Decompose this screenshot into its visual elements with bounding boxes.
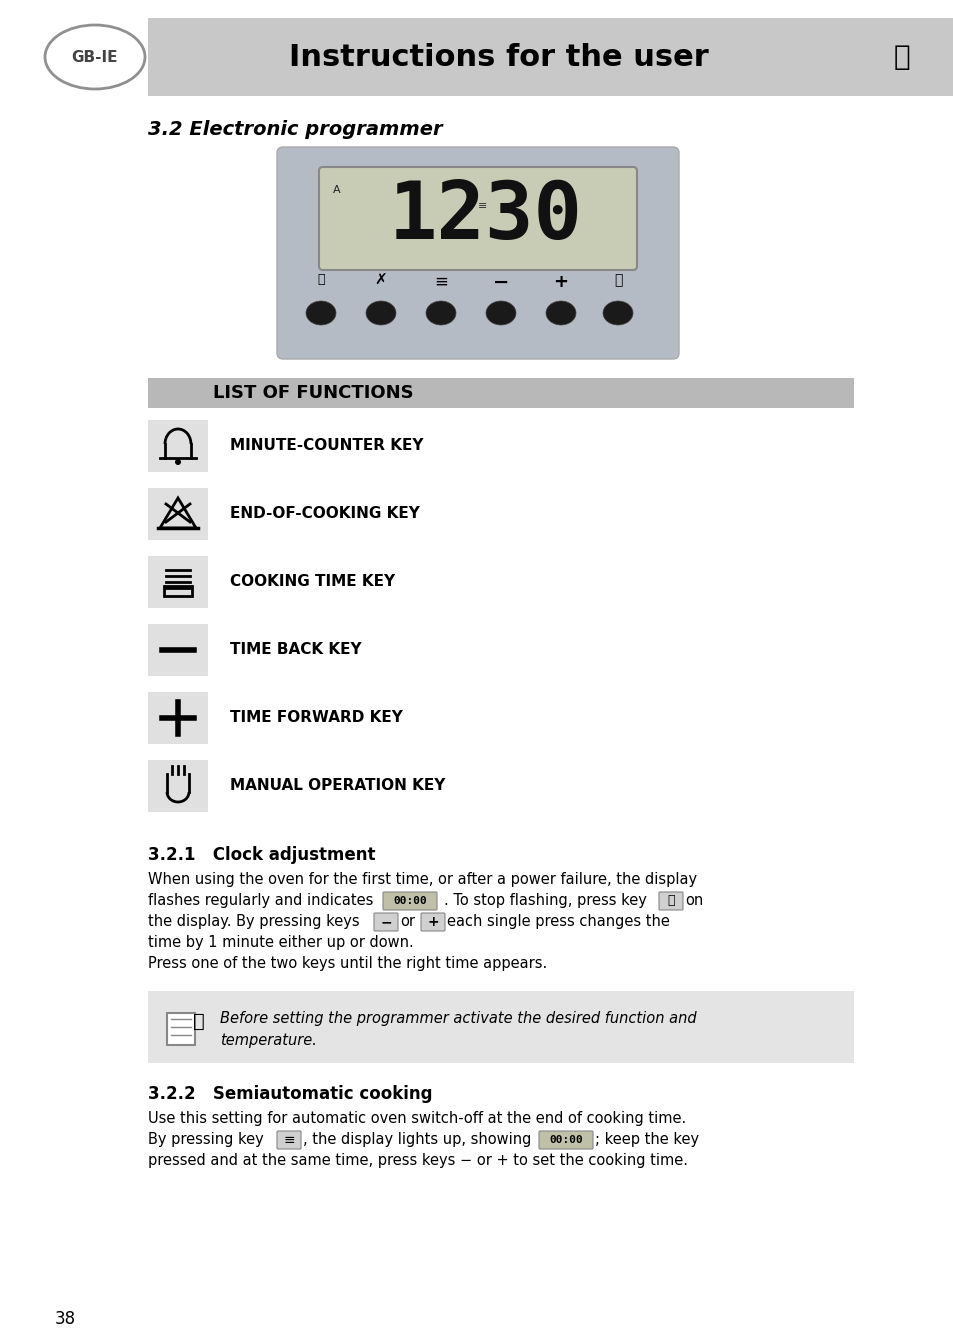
Bar: [148, 692, 208, 744]
Ellipse shape: [426, 301, 456, 325]
Text: ≡: ≡: [283, 1133, 294, 1148]
Text: 3.2 Electronic programmer: 3.2 Electronic programmer: [148, 120, 442, 139]
Text: or: or: [399, 914, 415, 929]
Text: −: −: [493, 273, 509, 293]
Text: A: A: [333, 184, 340, 195]
Text: When using the oven for the first time, or after a power failure, the display: When using the oven for the first time, …: [148, 872, 697, 887]
Text: GB-IE: GB-IE: [71, 49, 118, 64]
Text: By pressing key: By pressing key: [148, 1132, 263, 1148]
Text: MANUAL OPERATION KEY: MANUAL OPERATION KEY: [230, 779, 445, 794]
Bar: [148, 420, 208, 472]
Text: ≡: ≡: [477, 200, 487, 211]
Text: −: −: [380, 915, 392, 929]
Text: the display. By pressing keys: the display. By pressing keys: [148, 914, 359, 929]
Text: LIST OF FUNCTIONS: LIST OF FUNCTIONS: [213, 383, 414, 402]
Text: each single press changes the: each single press changes the: [447, 914, 669, 929]
Text: 3.2.2   Semiautomatic cooking: 3.2.2 Semiautomatic cooking: [148, 1085, 432, 1104]
Text: Before setting the programmer activate the desired function and: Before setting the programmer activate t…: [220, 1011, 696, 1026]
Text: 00:00: 00:00: [549, 1136, 582, 1145]
FancyBboxPatch shape: [276, 147, 679, 359]
Bar: [148, 760, 208, 812]
Text: Instructions for the user: Instructions for the user: [289, 43, 708, 72]
Ellipse shape: [306, 301, 335, 325]
Text: 00:00: 00:00: [393, 896, 426, 906]
Bar: [148, 488, 208, 540]
Text: TIME BACK KEY: TIME BACK KEY: [230, 643, 361, 657]
Text: ⏻: ⏻: [613, 273, 621, 287]
Text: Press one of the two keys until the right time appears.: Press one of the two keys until the righ…: [148, 957, 547, 971]
Bar: [148, 378, 853, 407]
Text: 3.2.1   Clock adjustment: 3.2.1 Clock adjustment: [148, 846, 375, 864]
Ellipse shape: [174, 460, 181, 465]
FancyBboxPatch shape: [374, 912, 397, 931]
Text: ; keep the key: ; keep the key: [595, 1132, 699, 1148]
FancyBboxPatch shape: [538, 1132, 593, 1149]
Ellipse shape: [485, 301, 516, 325]
Text: 38: 38: [55, 1311, 76, 1328]
Ellipse shape: [545, 301, 576, 325]
Bar: [148, 556, 208, 608]
Text: Use this setting for automatic oven switch-off at the end of cooking time.: Use this setting for automatic oven swit…: [148, 1112, 685, 1126]
Bar: [167, 1013, 194, 1045]
FancyBboxPatch shape: [276, 1132, 301, 1149]
Bar: [148, 624, 208, 676]
Ellipse shape: [602, 301, 633, 325]
Text: COOKING TIME KEY: COOKING TIME KEY: [230, 574, 395, 589]
FancyBboxPatch shape: [420, 912, 444, 931]
Text: on: on: [684, 892, 702, 908]
Text: 🖊: 🖊: [193, 1011, 205, 1030]
Text: 🍽: 🍽: [893, 43, 909, 71]
Text: ⏻: ⏻: [666, 895, 674, 907]
Text: TIME FORWARD KEY: TIME FORWARD KEY: [230, 711, 402, 725]
Text: , the display lights up, showing: , the display lights up, showing: [303, 1132, 531, 1148]
Text: END-OF-COOKING KEY: END-OF-COOKING KEY: [230, 506, 419, 521]
Text: pressed and at the same time, press keys − or + to set the cooking time.: pressed and at the same time, press keys…: [148, 1153, 687, 1168]
Text: MINUTE-COUNTER KEY: MINUTE-COUNTER KEY: [230, 438, 423, 453]
Ellipse shape: [366, 301, 395, 325]
Text: temperature.: temperature.: [220, 1033, 316, 1047]
Text: 🔔: 🔔: [317, 273, 324, 286]
Text: flashes regularly and indicates: flashes regularly and indicates: [148, 892, 373, 908]
Bar: [164, 587, 192, 596]
Ellipse shape: [45, 25, 145, 90]
Bar: [148, 17, 849, 96]
Text: +: +: [427, 915, 438, 929]
Text: . To stop flashing, press key: . To stop flashing, press key: [443, 892, 646, 908]
FancyBboxPatch shape: [659, 892, 682, 910]
Bar: [849, 17, 953, 96]
FancyBboxPatch shape: [382, 892, 436, 910]
Text: ≡: ≡: [434, 273, 448, 291]
Text: 1230: 1230: [389, 178, 582, 255]
Text: time by 1 minute either up or down.: time by 1 minute either up or down.: [148, 935, 414, 950]
Text: ✗: ✗: [375, 273, 387, 289]
Bar: [148, 991, 853, 1063]
FancyBboxPatch shape: [318, 167, 637, 270]
Text: +: +: [553, 273, 568, 291]
